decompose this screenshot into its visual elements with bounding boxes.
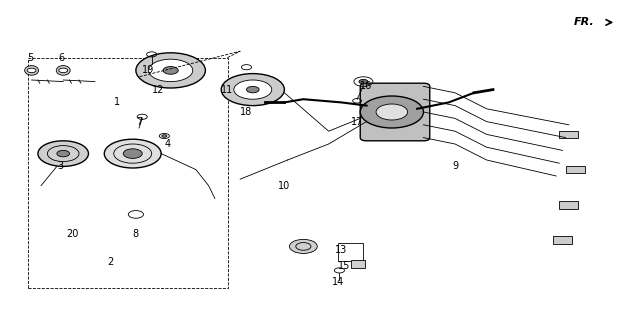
Text: 14: 14	[332, 276, 344, 287]
Circle shape	[57, 150, 70, 157]
Text: 16: 16	[360, 81, 373, 92]
Circle shape	[149, 59, 193, 82]
Circle shape	[234, 80, 272, 99]
Circle shape	[136, 53, 205, 88]
Text: 4: 4	[164, 139, 171, 149]
Bar	[559, 201, 578, 209]
Text: 5: 5	[27, 52, 33, 63]
Ellipse shape	[56, 66, 70, 75]
Circle shape	[104, 139, 161, 168]
Text: 6: 6	[59, 52, 65, 63]
Bar	[553, 236, 572, 244]
Text: 11: 11	[221, 84, 234, 95]
Text: 13: 13	[335, 244, 348, 255]
Text: 17: 17	[351, 116, 363, 127]
Circle shape	[289, 239, 317, 253]
Text: 8: 8	[133, 228, 139, 239]
Text: 15: 15	[338, 260, 351, 271]
Bar	[559, 131, 578, 138]
Circle shape	[163, 67, 178, 74]
Text: 18: 18	[240, 107, 253, 117]
Circle shape	[27, 68, 36, 73]
Circle shape	[123, 149, 142, 158]
Circle shape	[221, 74, 284, 106]
Bar	[338, 243, 363, 261]
Circle shape	[359, 79, 368, 84]
Text: 2: 2	[107, 257, 114, 268]
Circle shape	[360, 96, 423, 128]
Text: 3: 3	[57, 161, 63, 172]
Text: 19: 19	[142, 65, 155, 76]
Bar	[566, 166, 585, 173]
Text: 7: 7	[136, 116, 142, 127]
Bar	[351, 260, 365, 268]
Circle shape	[38, 141, 88, 166]
FancyBboxPatch shape	[360, 83, 430, 141]
Ellipse shape	[25, 66, 39, 75]
Circle shape	[59, 68, 68, 73]
Circle shape	[376, 104, 408, 120]
Text: 1: 1	[114, 97, 120, 108]
Text: 9: 9	[452, 161, 458, 172]
Text: 12: 12	[152, 84, 164, 95]
Text: FR.: FR.	[574, 17, 595, 28]
Circle shape	[162, 135, 167, 137]
Text: 10: 10	[278, 180, 291, 191]
Circle shape	[246, 86, 259, 93]
Text: 20: 20	[66, 228, 79, 239]
